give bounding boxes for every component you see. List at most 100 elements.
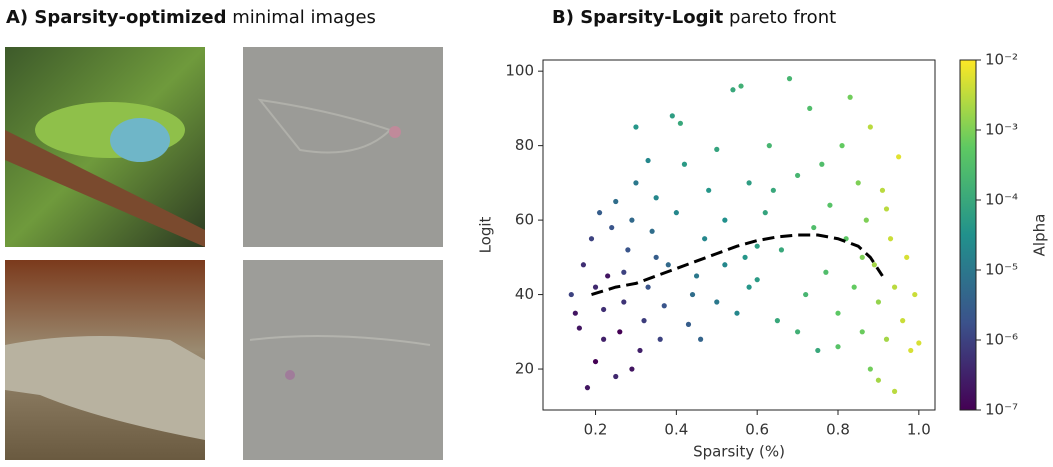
y-tick-label: 60 bbox=[515, 211, 534, 229]
point bbox=[883, 336, 890, 342]
point bbox=[774, 318, 780, 324]
x-tick-label: 0.6 bbox=[745, 421, 769, 439]
point bbox=[875, 377, 882, 383]
iguana-photo bbox=[5, 47, 205, 247]
point bbox=[891, 388, 898, 394]
panel-b-title: B) Sparsity-Logit pareto front bbox=[552, 7, 836, 28]
point bbox=[580, 262, 587, 268]
point bbox=[669, 113, 675, 119]
x-tick-label: 1.0 bbox=[907, 421, 931, 439]
point bbox=[714, 146, 720, 152]
point bbox=[839, 143, 845, 149]
point bbox=[613, 373, 619, 380]
point bbox=[588, 236, 595, 242]
point bbox=[867, 124, 873, 130]
point bbox=[633, 124, 639, 130]
point bbox=[673, 210, 679, 216]
point bbox=[803, 291, 809, 298]
point bbox=[896, 154, 902, 160]
point bbox=[584, 385, 591, 391]
point bbox=[665, 262, 671, 268]
point bbox=[601, 336, 607, 342]
point bbox=[904, 254, 910, 260]
x-tick-label: 0.2 bbox=[584, 421, 608, 439]
point bbox=[613, 198, 619, 205]
point bbox=[794, 172, 801, 179]
point bbox=[693, 273, 700, 279]
y-tick-label: 20 bbox=[515, 360, 534, 378]
point bbox=[601, 306, 607, 313]
point bbox=[629, 217, 635, 223]
x-tick-label: 0.4 bbox=[664, 421, 688, 439]
point bbox=[706, 187, 712, 193]
point bbox=[746, 284, 752, 290]
y-tick-label: 80 bbox=[515, 136, 534, 154]
point bbox=[908, 347, 914, 354]
point bbox=[568, 291, 574, 298]
x-tick-label: 0.8 bbox=[826, 421, 850, 439]
point bbox=[883, 206, 890, 212]
point bbox=[629, 366, 635, 372]
point bbox=[617, 329, 623, 335]
point bbox=[592, 284, 599, 290]
point bbox=[653, 254, 659, 260]
point bbox=[766, 143, 772, 149]
x-axis-label: Sparsity (%) bbox=[693, 443, 785, 461]
y-tick-label: 100 bbox=[505, 62, 534, 80]
point bbox=[754, 277, 760, 283]
colorbar-tick-label: 10⁻⁶ bbox=[985, 331, 1018, 349]
plot-frame bbox=[542, 59, 936, 411]
point bbox=[730, 87, 736, 93]
point bbox=[807, 105, 813, 112]
point bbox=[576, 325, 582, 331]
point bbox=[609, 224, 615, 231]
colorbar-tick-label: 10⁻⁴ bbox=[985, 191, 1018, 209]
point bbox=[855, 180, 861, 186]
point bbox=[859, 329, 865, 335]
colorbar-tick-label: 10⁻⁵ bbox=[985, 261, 1018, 279]
point bbox=[645, 284, 651, 290]
iguana-minimal bbox=[243, 47, 443, 247]
point bbox=[879, 187, 886, 193]
point bbox=[681, 161, 688, 167]
pareto-line bbox=[591, 233, 884, 297]
point bbox=[657, 336, 663, 342]
point bbox=[722, 262, 728, 268]
point bbox=[859, 254, 865, 260]
point bbox=[621, 269, 627, 275]
point bbox=[916, 340, 922, 346]
colorbar-tick-label: 10⁻² bbox=[985, 51, 1018, 69]
point bbox=[835, 344, 841, 350]
title-normal: pareto front bbox=[729, 7, 836, 28]
point bbox=[605, 273, 611, 279]
point bbox=[786, 76, 793, 82]
panel-a-title: A) Sparsity-optimized minimal images bbox=[6, 7, 376, 28]
point bbox=[887, 236, 894, 242]
point bbox=[754, 243, 760, 249]
title-bold: A) Sparsity-optimized bbox=[6, 7, 227, 28]
point bbox=[738, 83, 744, 89]
point bbox=[847, 94, 853, 100]
point bbox=[685, 321, 692, 327]
point bbox=[819, 161, 825, 167]
point bbox=[835, 310, 841, 316]
point bbox=[653, 195, 659, 201]
colorbar-label: Alpha bbox=[1031, 214, 1049, 257]
point bbox=[621, 299, 627, 305]
point bbox=[794, 329, 801, 335]
point bbox=[871, 262, 877, 268]
point bbox=[592, 358, 599, 365]
point bbox=[863, 217, 869, 223]
point bbox=[661, 303, 667, 309]
point bbox=[746, 180, 752, 186]
y-axis-label: Logit bbox=[477, 216, 495, 253]
point bbox=[851, 284, 857, 290]
colorbar-tick-label: 10⁻⁷ bbox=[985, 401, 1018, 419]
point bbox=[702, 236, 708, 242]
point bbox=[867, 366, 873, 372]
point bbox=[823, 269, 829, 275]
point bbox=[827, 202, 833, 208]
title-bold: B) Sparsity-Logit bbox=[552, 7, 724, 28]
point bbox=[811, 224, 817, 231]
